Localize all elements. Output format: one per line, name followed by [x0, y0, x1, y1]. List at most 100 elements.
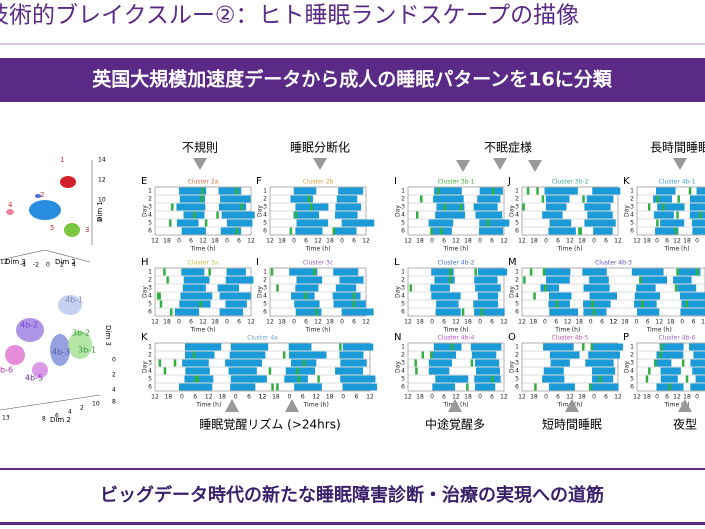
panel-letter: N	[394, 332, 401, 343]
nap-block	[271, 383, 274, 391]
nap-block	[491, 187, 495, 195]
sleep-block	[583, 300, 611, 308]
nap-block	[430, 227, 433, 235]
day-tick: 3	[515, 204, 519, 211]
nap-block	[582, 195, 585, 203]
time-tick: 18	[163, 238, 171, 245]
time-tick: 12	[314, 238, 322, 245]
nap-block	[276, 383, 279, 391]
panel-letter: L	[394, 257, 400, 268]
sleep-block	[636, 308, 660, 316]
time-tick: 0	[543, 319, 547, 326]
sleep-block	[677, 284, 697, 292]
time-tick: 6	[604, 238, 608, 245]
nap-block	[297, 375, 301, 383]
sleep-block	[473, 300, 499, 308]
nap-block	[193, 211, 196, 219]
time-tick: 12	[366, 394, 374, 401]
time-tick: 12	[701, 319, 705, 326]
tick-label: 8	[42, 416, 46, 423]
time-tick: 6	[646, 319, 650, 326]
sleep-block	[542, 375, 565, 383]
day-tick: 4	[148, 212, 152, 219]
day-tick: 5	[515, 220, 519, 227]
tick-label: 4	[72, 262, 76, 269]
nap-block	[173, 359, 177, 367]
nap-block	[216, 211, 219, 219]
day-tick: 5	[148, 301, 152, 308]
axis-label: Day	[257, 205, 264, 217]
sleep-block	[656, 351, 684, 359]
nap-block	[668, 383, 671, 391]
time-tick: 12	[199, 238, 207, 245]
sleep-block	[226, 268, 246, 276]
day-tick: 6	[401, 228, 405, 235]
day-tick: 3	[263, 285, 267, 292]
time-tick: 12	[673, 238, 681, 245]
tick-label: 2	[60, 262, 64, 269]
embedding-top	[0, 160, 93, 263]
sleep-block	[470, 343, 502, 351]
sleep-block	[479, 219, 510, 227]
axis-label: Time (h)	[663, 246, 689, 253]
sleep-block	[183, 276, 210, 284]
sleep-block	[220, 227, 242, 235]
sleep-block	[181, 227, 206, 235]
sleep-block	[689, 211, 705, 219]
time-tick: 18	[211, 238, 219, 245]
time-tick: 0	[292, 238, 296, 245]
tick-label: 2	[80, 405, 84, 412]
nap-block	[480, 308, 484, 316]
sleep-block	[293, 211, 320, 219]
axis-label: Dim 2	[50, 416, 71, 424]
sleep-block	[295, 308, 322, 316]
nap-block	[294, 211, 298, 219]
sleep-block	[181, 268, 205, 276]
sleep-block	[342, 343, 374, 351]
time-tick: 0	[655, 238, 659, 245]
nap-block	[639, 276, 642, 284]
sleep-block	[475, 284, 501, 292]
day-tick: 6	[630, 384, 634, 391]
time-tick: 12	[452, 394, 460, 401]
arrow	[528, 160, 542, 172]
sleep-block	[592, 187, 621, 195]
time-tick: 0	[592, 394, 596, 401]
sleep-block	[549, 219, 572, 227]
nap-block	[169, 219, 172, 227]
time-tick: 12	[655, 319, 663, 326]
sleep-block	[639, 276, 668, 284]
sleep-block	[435, 211, 466, 219]
time-tick: 6	[442, 238, 446, 245]
nap-block	[192, 351, 196, 359]
panel-letter: K	[141, 332, 148, 343]
sleep-block	[335, 203, 362, 211]
sleep-block	[544, 187, 578, 195]
day-tick: 2	[263, 277, 267, 284]
sleep-block	[634, 300, 657, 308]
time-tick: 12	[151, 238, 159, 245]
time-tick: 12	[566, 238, 574, 245]
nap-block	[440, 227, 443, 235]
sleep-block	[693, 351, 705, 359]
time-tick: 18	[278, 238, 286, 245]
time-tick: 12	[247, 319, 255, 326]
sleep-block	[184, 343, 222, 351]
nap-block	[409, 284, 413, 292]
day-tick: 1	[515, 344, 519, 351]
nap-block	[591, 300, 594, 308]
cluster-label: b-6	[0, 366, 13, 375]
sleep-block	[583, 284, 610, 292]
day-tick: 2	[148, 196, 152, 203]
time-tick: 18	[683, 394, 691, 401]
day-tick: 3	[401, 360, 405, 367]
time-tick: 12	[500, 319, 508, 326]
time-tick: 18	[416, 394, 424, 401]
nap-block	[270, 268, 274, 276]
annotation: 長時間睡眠	[650, 141, 705, 155]
tick-label: 10	[92, 401, 100, 408]
day-tick: 6	[515, 384, 519, 391]
sleep-block	[475, 211, 503, 219]
nap-block	[200, 195, 203, 203]
cluster-label: 4b-1	[65, 296, 83, 305]
